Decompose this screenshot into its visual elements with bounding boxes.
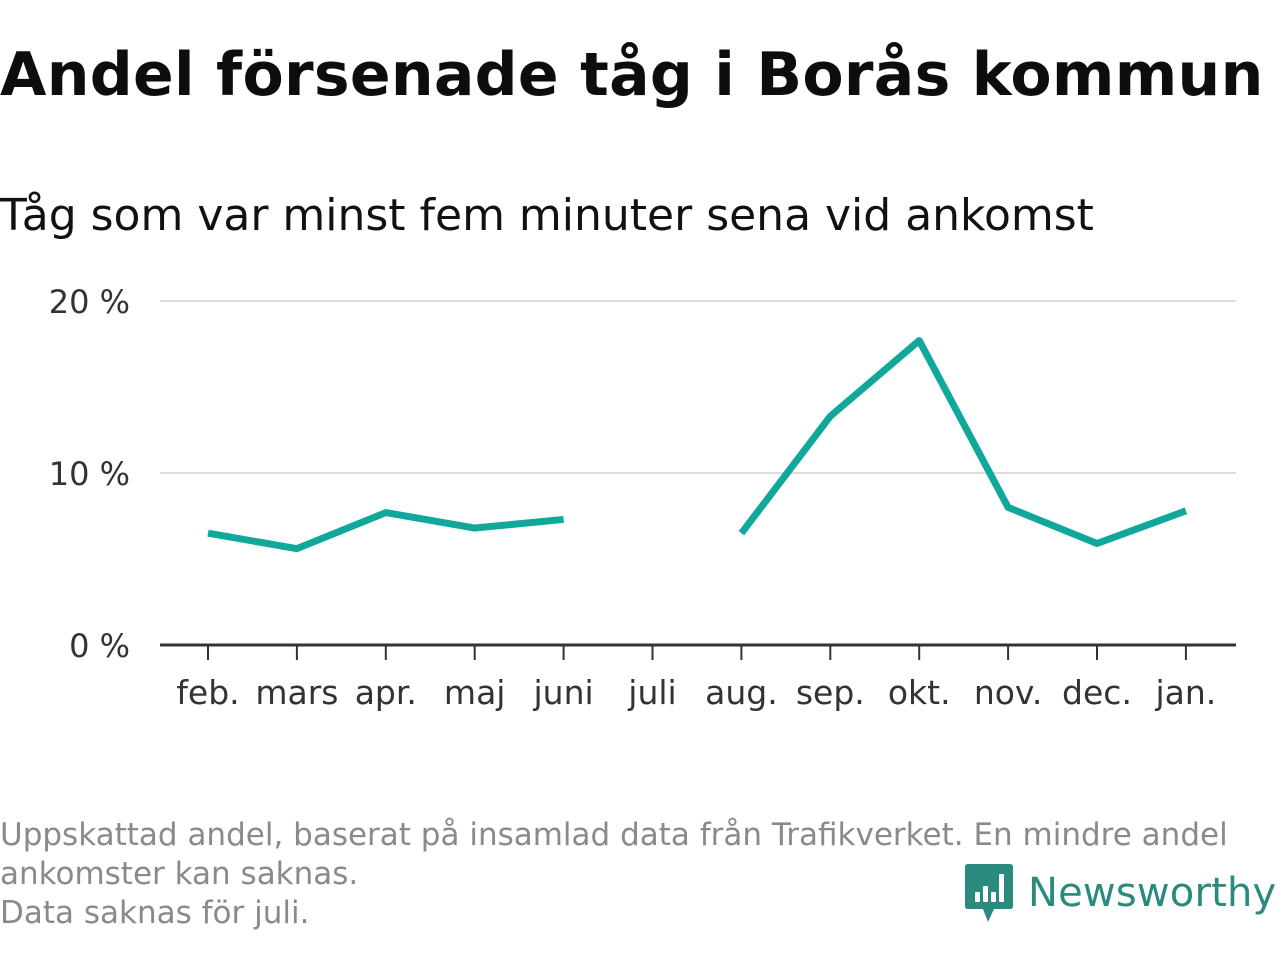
x-tick-label: jan.	[1155, 673, 1217, 712]
chart-subtitle: Tåg som var minst fem minuter sena vid a…	[0, 190, 1094, 241]
brand-name: Newsworthy	[1028, 870, 1277, 916]
x-tick-label: feb.	[176, 673, 239, 712]
note-line: Data saknas för juli.	[0, 895, 310, 931]
brand-logo: Newsworthy	[964, 862, 1276, 924]
series-line-segment	[738, 337, 1188, 548]
x-tick-label: sep.	[796, 673, 865, 712]
x-tick-label: nov.	[974, 673, 1043, 712]
y-tick-label: 0 %	[69, 627, 130, 665]
chart-notes: Uppskattad andel, baserat på insamlad da…	[0, 816, 1270, 933]
x-tick-label: okt.	[888, 673, 951, 712]
series-line-segment	[207, 509, 564, 553]
series-lines	[207, 337, 1188, 553]
y-tick-label: 10 %	[49, 455, 130, 493]
line-chart: 0 % 10 % 20 % feb. mars apr. maj juni juli aug. s…	[49, 283, 1236, 712]
note-line: Uppskattad andel, baserat på insamlad da…	[0, 817, 1228, 853]
x-tick-label: dec.	[1062, 673, 1132, 712]
y-axis-tick-labels: 0 % 10 % 20 %	[49, 283, 130, 665]
x-tick-label: apr.	[355, 673, 417, 712]
y-tick-label: 20 %	[49, 283, 130, 321]
grid-lines	[160, 300, 1236, 474]
newsworthy-logo-icon	[965, 864, 1013, 922]
x-tick-label: juni	[533, 673, 594, 712]
chart-title: Andel försenade tåg i Borås kommun	[0, 40, 1264, 110]
x-tick-label: maj	[444, 673, 506, 712]
x-tick-label: mars	[255, 673, 338, 712]
x-tick-label: aug.	[705, 673, 778, 712]
x-tick-label: juli	[627, 673, 676, 712]
note-line: ankomster kan saknas.	[0, 856, 359, 892]
x-axis: feb. mars apr. maj juni juli aug. sep. okt. nov. d…	[160, 643, 1236, 712]
